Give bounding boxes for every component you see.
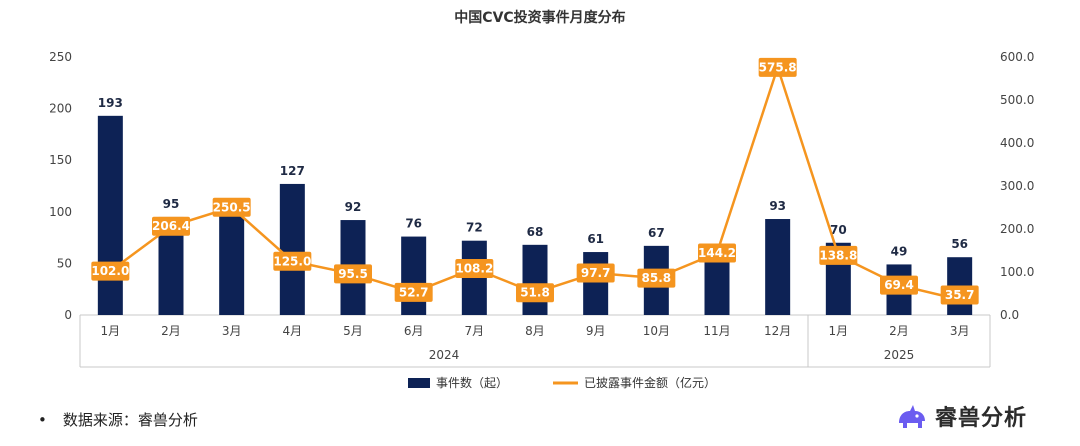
x-tick-label: 4月	[283, 324, 303, 338]
line-value-label: 575.8	[759, 60, 797, 74]
bar	[219, 206, 245, 315]
source-note: • 数据来源：睿兽分析	[38, 409, 198, 430]
line-value-label: 206.4	[152, 219, 190, 233]
legend: 事件数（起） 已披露事件金额（亿元）	[408, 375, 716, 390]
year-group-label: 2025	[884, 348, 915, 362]
right-tick-label: 300.0	[1000, 179, 1034, 193]
line-value-label: 95.5	[338, 267, 368, 281]
bar-value-label: 56	[951, 237, 968, 251]
x-tick-label: 1月	[101, 324, 121, 338]
bar-value-label: 76	[405, 217, 422, 231]
line-value-label: 97.7	[581, 266, 611, 280]
bar	[279, 183, 305, 315]
line-label-box	[394, 282, 433, 302]
right-tick-label: 0.0	[1000, 308, 1019, 322]
line-value-label: 69.4	[884, 278, 914, 292]
x-tick-label: 6月	[404, 324, 424, 338]
x-tick-label: 10月	[643, 324, 670, 338]
bar	[704, 253, 730, 315]
left-tick-label: 100	[49, 205, 72, 219]
line-value-label: 35.7	[945, 288, 975, 302]
bullet: •	[38, 411, 47, 429]
line-label-box	[758, 57, 797, 77]
unicorn-logo-icon	[899, 405, 925, 428]
left-tick-label: 250	[49, 50, 72, 64]
right-axis: 0.0 100.0 200.0 300.0 400.0 500.0 600.0	[1000, 50, 1034, 322]
line-label-box	[455, 258, 494, 278]
line-label-box	[152, 216, 190, 236]
x-axis: 1月 2月 3月 4月 5月 6月 7月 8月 9月 10月 11月 12月 1月 2月 3月 2024 202…	[79, 314, 991, 368]
x-tick-label: 1月	[829, 324, 849, 338]
line-label-box	[516, 283, 554, 303]
brand-name: 睿兽分析	[935, 406, 1028, 431]
right-tick-label: 100.0	[1000, 265, 1034, 279]
line-value-label: 138.8	[819, 248, 857, 262]
line-label-box	[334, 264, 372, 284]
bar	[97, 115, 123, 315]
bar-value-label: 95	[163, 197, 180, 211]
bar	[401, 236, 427, 315]
line-label-box	[940, 285, 979, 305]
right-tick-label: 600.0	[1000, 50, 1034, 64]
line-value-label: 102.0	[91, 264, 129, 278]
line-label-box	[273, 251, 312, 271]
x-tick-label: 8月	[525, 324, 545, 338]
left-tick-label: 150	[49, 153, 72, 167]
bar-value-label: 92	[345, 200, 362, 214]
left-axis: 0 50 100 150 200 250	[49, 50, 72, 322]
x-tick-label: 11月	[703, 324, 730, 338]
line-value-label: 125.0	[273, 254, 311, 268]
left-tick-label: 0	[64, 308, 72, 322]
line-value-label: 108.2	[455, 261, 493, 275]
chart: 中国CVC投资事件月度分布 0 50 100 150 200 250 0.0 100.0 20…	[49, 9, 1034, 390]
x-tick-label: 5月	[343, 324, 363, 338]
bar-value-label: 70	[830, 223, 847, 237]
brand-logo: 睿兽分析	[895, 400, 1027, 432]
left-tick-label: 200	[49, 102, 72, 116]
line-label-box	[212, 197, 251, 217]
legend-label-bar: 事件数（起）	[436, 375, 508, 390]
right-tick-label: 400.0	[1000, 136, 1034, 150]
left-tick-label: 50	[57, 256, 72, 270]
line-label-box	[91, 261, 130, 281]
line-label-box	[698, 243, 736, 263]
line-label-box	[576, 263, 615, 283]
line-value-label: 85.8	[642, 271, 672, 285]
bar-value-label: 127	[280, 164, 305, 178]
bar	[765, 219, 791, 315]
line-value-label: 51.8	[520, 286, 550, 300]
bar	[522, 244, 548, 315]
x-tick-label: 2月	[889, 324, 909, 338]
bar-value-label: 49	[891, 244, 908, 258]
chart-title: 中国CVC投资事件月度分布	[454, 9, 625, 26]
line-label-box	[819, 245, 858, 265]
x-tick-label: 3月	[222, 324, 242, 338]
x-tick-label: 7月	[465, 324, 485, 338]
year-group-label: 2024	[429, 348, 460, 362]
line-label-box	[880, 275, 918, 295]
line-series: 102.0 206.4 250.5 125.0 95.5 52.7 108.2 51.8 97.…	[91, 57, 979, 305]
x-tick-label: 2月	[161, 324, 181, 338]
x-tick-label: 3月	[950, 324, 970, 338]
bar-value-label: 67	[648, 226, 665, 240]
bar-value-label: 61	[587, 232, 604, 246]
line-value-label: 144.2	[698, 246, 736, 260]
right-tick-label: 200.0	[1000, 222, 1034, 236]
bar-value-label: 72	[466, 221, 483, 235]
line-value-label: 52.7	[399, 285, 429, 299]
bar-value-label: 193	[98, 96, 123, 110]
bar-value-label: 93	[769, 199, 786, 213]
source-text: 数据来源：睿兽分析	[62, 411, 198, 429]
legend-swatch-bar	[408, 378, 430, 388]
x-tick-label: 12月	[764, 324, 791, 338]
x-tick-label: 9月	[586, 324, 606, 338]
bar	[583, 252, 609, 315]
legend-label-line: 已披露事件金额（亿元）	[584, 375, 716, 390]
right-tick-label: 500.0	[1000, 93, 1034, 107]
line-label-box	[637, 268, 676, 288]
bar-value-label: 68	[527, 225, 544, 239]
line-value-label: 250.5	[213, 200, 251, 214]
